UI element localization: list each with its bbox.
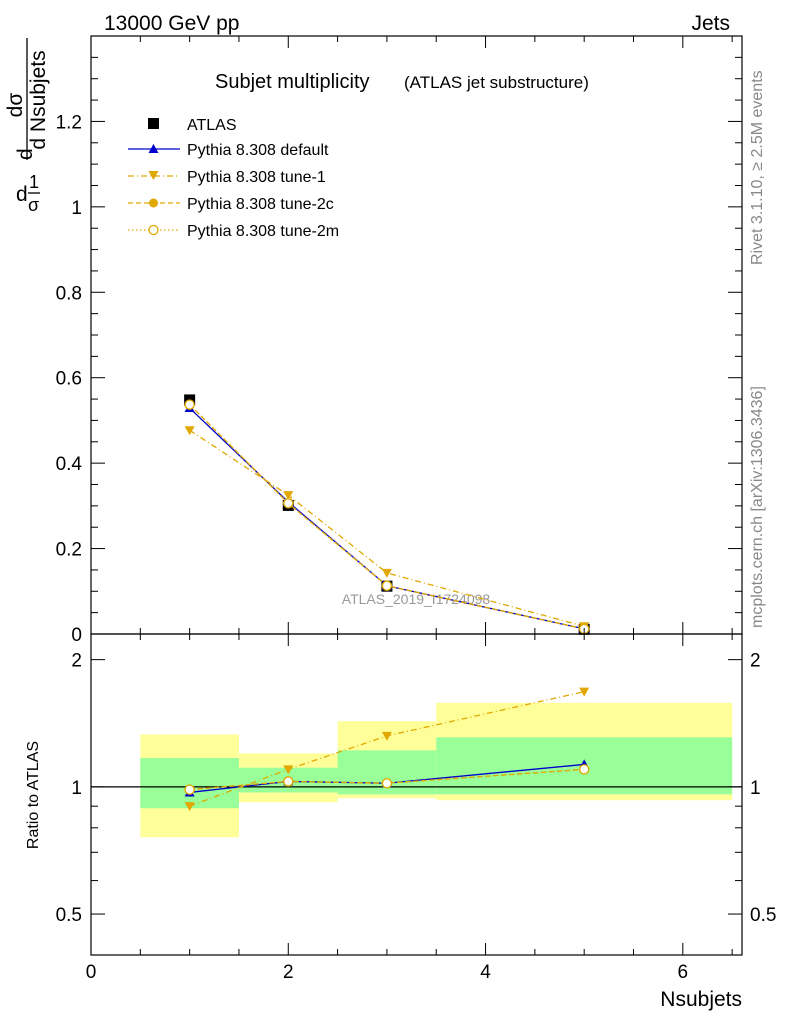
legend-label-tune-2m: Pythia 8.308 tune-2m bbox=[187, 223, 339, 240]
ratio-y-tick-label-right: 0.5 bbox=[750, 905, 776, 926]
main-point-pythia-8-308-tune-2m-0 bbox=[184, 399, 195, 410]
x-tick-label: 4 bbox=[480, 962, 491, 983]
ylabel-d-mid: d bbox=[14, 148, 37, 160]
x-tick-label: 6 bbox=[678, 962, 689, 983]
main-y-tick-label: 1.2 bbox=[56, 112, 82, 133]
main-line-pythia-8-308-tune-2m bbox=[189, 404, 585, 630]
legend-entry-tune-1: Pythia 8.308 tune-1 bbox=[128, 169, 326, 186]
ratio-y-tick-label-left: 2 bbox=[71, 651, 82, 672]
main-y-tick-label: 0 bbox=[71, 625, 82, 646]
ylabel-d-prefix: d bbox=[16, 183, 28, 206]
ratio-band-inner-0 bbox=[140, 758, 239, 809]
main-y-tick-label: 0.4 bbox=[56, 454, 83, 475]
main-point-pythia-8-308-tune-2m-2 bbox=[381, 580, 393, 591]
ratio-panel-frame bbox=[90, 633, 743, 956]
ratio-point-pythia-8-308-tune-2m-0 bbox=[184, 784, 195, 795]
main-y-tick-label: 0.6 bbox=[56, 369, 82, 390]
x-tick-label: 2 bbox=[283, 962, 294, 983]
main-point-pythia-8-308-tune-1-1 bbox=[283, 491, 294, 501]
main-y-tick-label: 1 bbox=[71, 198, 82, 219]
ratio-panel-data bbox=[91, 687, 742, 812]
legend-entry-default: Pythia 8.308 default bbox=[128, 142, 329, 159]
ratio-point-pythia-8-308-tune-2m-2 bbox=[381, 778, 393, 789]
legend-marker-tune-2c bbox=[149, 198, 158, 208]
main-y-axis-label: d 1 σ d dσ d Nsubjets bbox=[4, 38, 50, 215]
main-point-pythia-8-308-tune-1-0 bbox=[184, 426, 195, 436]
chart-subtitle: (ATLAS jet substructure) bbox=[404, 73, 589, 92]
ratio-point-pythia-8-308-tune-2m-1 bbox=[283, 776, 294, 787]
main-point-pythia-8-308-tune-1-2 bbox=[381, 568, 392, 578]
legend-label-atlas: ATLAS bbox=[187, 117, 237, 134]
legend-entry-atlas: ATLAS bbox=[148, 117, 237, 134]
ratio-y-tick-label-left: 0.5 bbox=[56, 905, 82, 926]
ratio-point-pythia-8-308-tune-1-1 bbox=[283, 765, 294, 775]
x-tick-label: 0 bbox=[86, 962, 97, 983]
legend-marker-tune-1 bbox=[148, 171, 159, 180]
legend: ATLAS Pythia 8.308 default Pythia 8.308 … bbox=[128, 117, 339, 240]
ratio-y-axis-label: Ratio to ATLAS bbox=[25, 741, 42, 849]
main-point-pythia-8-308-tune-2m-1 bbox=[283, 498, 294, 509]
ratio-y-tick-label-left: 1 bbox=[71, 778, 82, 799]
main-y-tick-label: 0.8 bbox=[56, 283, 82, 304]
ratio-point-pythia-8-308-tune-1-2 bbox=[381, 731, 392, 741]
ylabel-one: 1 bbox=[29, 172, 39, 192]
ylabel-sigma: σ bbox=[28, 195, 39, 215]
ylabel-numerator: dσ bbox=[4, 93, 27, 118]
legend-label-default: Pythia 8.308 default bbox=[187, 142, 329, 159]
legend-entry-tune-2m: Pythia 8.308 tune-2m bbox=[128, 223, 339, 240]
main-y-tick-label: 0.2 bbox=[56, 540, 82, 561]
chart-title: Subjet multiplicity bbox=[215, 71, 370, 93]
ratio-y-tick-label-right: 1 bbox=[750, 778, 761, 799]
analysis-watermark: ATLAS_2019_I1724098 bbox=[342, 591, 491, 607]
legend-entry-tune-2c: Pythia 8.308 tune-2c bbox=[128, 196, 334, 213]
rivet-version-label: Rivet 3.1.10, ≥ 2.5M events bbox=[749, 70, 766, 265]
ratio-point-pythia-8-308-tune-2m-3 bbox=[579, 764, 590, 775]
mcplots-label: mcplots.cern.ch [arXiv:1306.3436] bbox=[749, 386, 766, 628]
ratio-point-pythia-8-308-tune-1-0 bbox=[184, 802, 195, 812]
legend-marker-atlas bbox=[148, 118, 159, 129]
header-energy-label: 13000 GeV pp bbox=[104, 12, 239, 35]
legend-marker-tune-2m bbox=[148, 224, 159, 236]
ratio-point-pythia-8-308-tune-1-3 bbox=[579, 687, 590, 697]
axes: 0 2 4 6 0 0.2 0.4 0.6 0.8 1 1.2 0.5 0.5 1 1 2 2 bbox=[56, 35, 776, 983]
header-process-label: Jets bbox=[691, 12, 730, 35]
ratio-line-pythia-8-308-tune-1 bbox=[189, 691, 585, 807]
ratio-y-tick-label-right: 2 bbox=[750, 651, 761, 672]
ylabel-denominator: d Nsubjets bbox=[27, 50, 50, 149]
ratio-line-pythia-8-308-tune-2m bbox=[189, 768, 585, 791]
x-axis-label: Nsubjets bbox=[660, 988, 742, 1011]
legend-label-tune-2c: Pythia 8.308 tune-2c bbox=[187, 196, 334, 213]
ratio-uncertainty-bands bbox=[140, 702, 733, 838]
legend-marker-default bbox=[148, 144, 159, 153]
legend-label-tune-1: Pythia 8.308 tune-1 bbox=[187, 169, 326, 186]
